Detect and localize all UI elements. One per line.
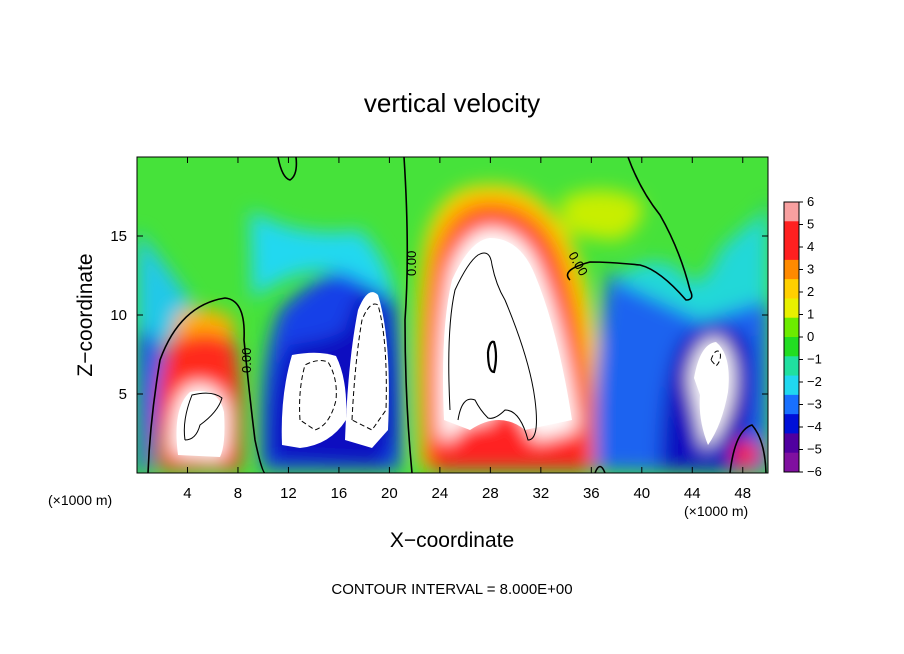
contour-pos-central-b [486, 340, 498, 374]
contour-zero-2 [403, 157, 413, 473]
y-tick-label: 15 [110, 228, 127, 245]
x-axis-unit-right: (×1000 m) [684, 503, 748, 519]
colorbar-label: 0 [807, 329, 814, 344]
colorbar-segment [784, 433, 799, 454]
colorbar-label: 6 [807, 194, 814, 209]
colorbar-segment [784, 259, 799, 280]
colorbar-label: 5 [807, 217, 814, 232]
contour-zero-6 [729, 424, 767, 473]
x-tick-label: 12 [280, 485, 297, 502]
colorbar-label: 2 [807, 284, 814, 299]
colorbar-label: −5 [807, 442, 822, 457]
colorbar-segment [784, 337, 799, 357]
x-tick-label: 40 [633, 485, 650, 502]
x-tick-label: 44 [684, 485, 701, 502]
x-tick-label: 8 [234, 485, 242, 502]
x-tick-label: 20 [381, 485, 398, 502]
y-axis-label: Z−coordinate [74, 253, 97, 376]
contour-neg-c [710, 350, 721, 367]
x-tick-label: 4 [183, 485, 191, 502]
field-region-spot-24 [424, 443, 448, 467]
field-region-downdraft-cyan [250, 210, 395, 300]
colorbar-segment [784, 356, 799, 377]
contour-zero-3 [566, 157, 693, 301]
contour-pos-left [183, 392, 223, 441]
contour-lines [147, 157, 767, 473]
chart-title: vertical velocity [364, 88, 540, 118]
colorbar-label: −3 [807, 397, 822, 412]
x-axis-unit-left: (×1000 m) [48, 492, 112, 508]
x-tick-label: 16 [331, 485, 348, 502]
contour-pos-central-a [448, 252, 537, 441]
x-tick-label: 28 [482, 485, 499, 502]
contour-label-1: 0.00 [239, 348, 254, 373]
contour-zero-5 [594, 465, 606, 473]
colorbar: 6 5 4 3 2 1 0 −1 −2 −3 −4 −5 −6 [783, 194, 822, 479]
field-region-updraft-a-orange [175, 308, 235, 340]
core-left [176, 390, 225, 457]
contour-zero-4 [277, 157, 298, 181]
colorbar-segment [784, 202, 799, 222]
colorbar-label: 3 [807, 262, 814, 277]
field-region-west-deep [137, 330, 165, 473]
colorbar-segment [784, 279, 799, 299]
colorbar-segment [784, 240, 799, 261]
core-downdraft-b [345, 292, 389, 448]
x-tick-label: 48 [734, 485, 751, 502]
colorbar-segment [784, 298, 799, 319]
field-region-spot-48 [732, 441, 760, 469]
core-east [694, 342, 729, 445]
x-tick-label: 36 [583, 485, 600, 502]
colorbar-label: −6 [807, 464, 822, 479]
colorbar-label: 1 [807, 307, 814, 322]
colorbar-segment [784, 452, 799, 473]
x-tick-label: 24 [432, 485, 449, 502]
y-tick-label: 10 [110, 307, 127, 324]
x-axis-ticks: 4 8 12 16 20 24 28 32 36 40 44 48 [183, 157, 751, 502]
colorbar-label: 4 [807, 239, 814, 254]
field-region-east-cyan [615, 210, 768, 320]
colorbar-label: −4 [807, 419, 822, 434]
colorbar-segment [784, 394, 799, 415]
field-region-upper-yellow [560, 190, 643, 240]
contour-neg-a [299, 360, 337, 431]
y-axis-ticks: 5 10 15 [110, 228, 768, 403]
colorbar-label: −1 [807, 352, 822, 367]
core-downdraft-a [281, 352, 347, 448]
colorbar-segment [784, 414, 799, 434]
colorbar-segment [784, 317, 799, 338]
contour-label-2: 0.00 [404, 251, 419, 276]
x-axis-label: X−coordinate [390, 529, 514, 552]
colorbar-segment [784, 375, 799, 396]
y-tick-label: 5 [119, 386, 127, 403]
colorbar-label: −2 [807, 374, 822, 389]
contour-labels: 0.00 0.00 0.00 [239, 249, 591, 373]
core-central [443, 238, 572, 430]
plot-area: 0.00 0.00 0.00 [137, 157, 768, 473]
contour-zero-1 [147, 297, 266, 473]
colorbar-segment [784, 221, 799, 242]
x-tick-label: 32 [532, 485, 549, 502]
contour-interval-note: CONTOUR INTERVAL = 8.000E+00 [331, 581, 572, 598]
